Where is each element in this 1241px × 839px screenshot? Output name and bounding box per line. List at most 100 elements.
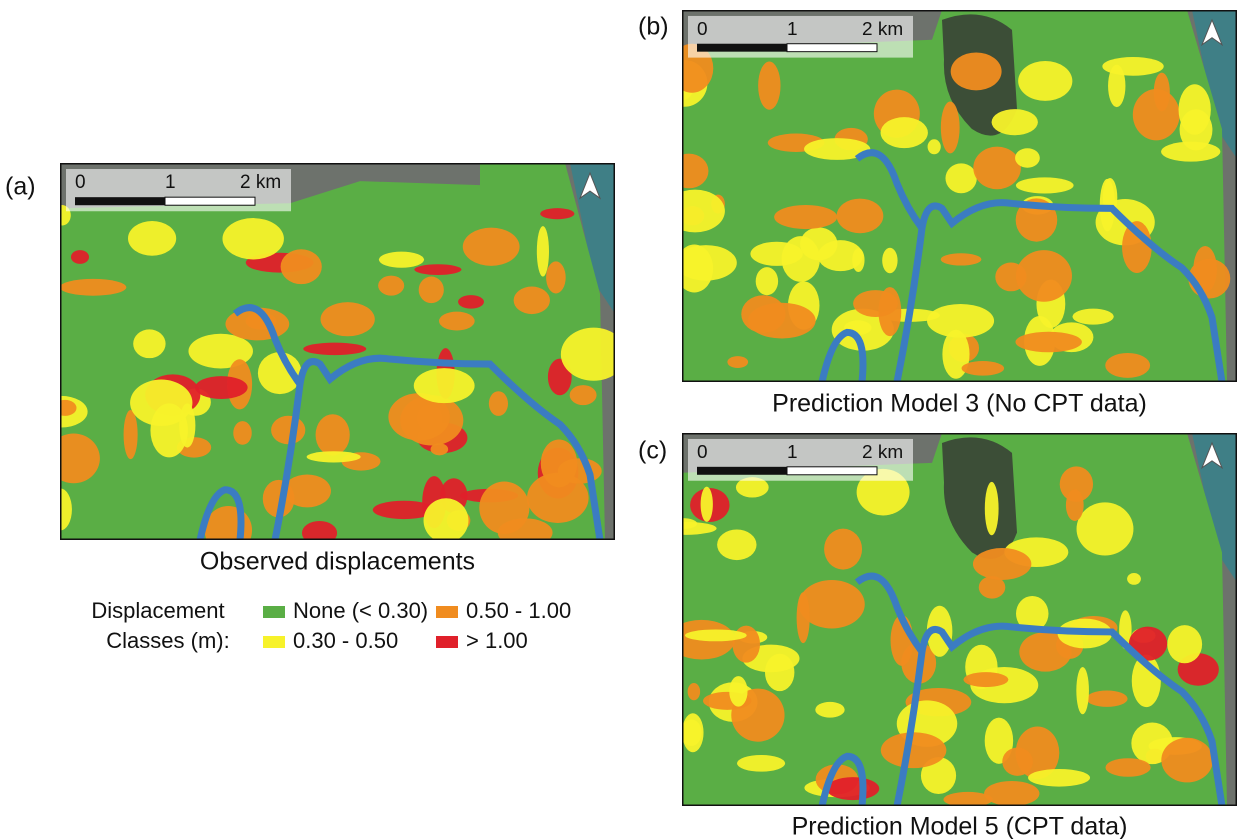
scale-bar-white: [165, 197, 255, 205]
scale-bar-label: 0: [697, 442, 708, 463]
scale-bar-white: [787, 467, 877, 475]
displacement-patch: [463, 228, 520, 266]
displacement-patch: [685, 629, 747, 641]
displacement-patch: [665, 190, 725, 233]
legend-title: Displacement: [91, 598, 224, 623]
displacement-patch: [963, 672, 1008, 687]
displacement-patch: [941, 102, 960, 154]
displacement-patch: [195, 376, 247, 399]
displacement-patch: [558, 458, 602, 483]
displacement-patch: [1105, 758, 1150, 777]
scale-bar-black: [75, 197, 165, 205]
legend-title: Classes (m):: [106, 628, 229, 653]
legend-swatch: [436, 636, 458, 648]
legend-label: 0.50 - 1.00: [466, 598, 571, 623]
legend-label: None (< 0.30): [293, 598, 428, 623]
displacement-patch: [962, 361, 1005, 376]
displacement-patch: [1161, 738, 1213, 783]
scale-bar-label: 2 km: [862, 442, 903, 463]
legend-swatch: [263, 606, 285, 618]
displacement-patch: [414, 264, 461, 275]
panel-label: (b): [638, 13, 669, 41]
displacement-patch: [1108, 65, 1125, 108]
displacement-patch: [852, 248, 864, 272]
displacement-patch: [758, 62, 780, 110]
displacement-patch: [688, 683, 700, 700]
displacement-patch: [992, 109, 1038, 135]
displacement-patch: [837, 199, 884, 234]
displacement-patch: [1028, 769, 1090, 787]
displacement-patch: [1077, 502, 1134, 555]
displacement-patch: [675, 245, 713, 293]
displacement-patch: [670, 154, 709, 189]
displacement-patch: [774, 205, 837, 229]
displacement-patch: [826, 777, 879, 800]
map-panel: 0 1 2 km: [34, 163, 626, 555]
displacement-patch: [60, 279, 127, 296]
displacement-patch: [941, 253, 982, 265]
displacement-patch: [439, 312, 475, 331]
scale-bar-black: [697, 467, 787, 475]
scale-bar-white: [787, 44, 877, 52]
displacement-patch: [321, 302, 375, 336]
displacement-patch: [1018, 61, 1072, 101]
displacement-patch: [681, 719, 702, 746]
displacement-patch: [124, 410, 138, 459]
panel-label: (a): [5, 173, 36, 201]
displacement-patch: [853, 290, 898, 317]
scale-bar-label: 0: [75, 172, 86, 193]
displacement-patch: [233, 421, 251, 445]
panel-caption: Observed displacements: [200, 548, 475, 576]
scale-bar-label: 1: [165, 172, 176, 193]
displacement-patch: [741, 295, 785, 333]
figure-canvas: 0 1 2 km (a) Observed displacements 0 1 2 km (b)…: [0, 0, 1241, 839]
panel-caption: Prediction Model 5 (CPT data): [792, 813, 1128, 839]
legend-label: > 1.00: [466, 628, 528, 653]
displacement-patch: [130, 380, 192, 426]
displacement-patch: [882, 248, 897, 273]
displacement-patch: [378, 276, 404, 296]
panel-caption: Prediction Model 3 (No CPT data): [772, 390, 1147, 418]
displacement-patch: [1073, 309, 1114, 325]
displacement-patch: [1076, 667, 1089, 714]
displacement-patch: [951, 52, 1002, 90]
displacement-patch: [1066, 489, 1084, 521]
displacement-patch: [316, 414, 350, 455]
displacement-patch: [47, 434, 100, 484]
displacement-patch: [1015, 148, 1040, 168]
displacement-patch: [1179, 84, 1211, 134]
displacement-patch: [750, 242, 802, 266]
displacement-patch: [729, 676, 747, 707]
displacement-patch: [1016, 177, 1074, 193]
displacement-patch: [489, 391, 508, 416]
legend-label: 0.30 - 0.50: [293, 628, 398, 653]
displacement-patch: [1016, 250, 1072, 302]
figure: 0 1 2 km (a) Observed displacements 0 1 2 km (b)…: [0, 0, 1241, 839]
scale-bar-label: 1: [787, 19, 798, 40]
displacement-patch: [1133, 89, 1180, 140]
displacement-patch: [797, 592, 810, 643]
displacement-patch: [546, 261, 566, 293]
displacement-patch: [727, 356, 748, 368]
displacement-patch: [928, 139, 941, 154]
displacement-patch: [756, 267, 778, 295]
displacement-patch: [281, 249, 322, 284]
scale-bar-label: 2 km: [862, 19, 903, 40]
displacement-patch: [414, 368, 475, 403]
displacement-patch: [815, 702, 844, 718]
scale-bar-label: 2 km: [240, 172, 281, 193]
displacement-patch: [1127, 573, 1141, 585]
displacement-patch: [701, 487, 713, 522]
displacement-patch: [824, 529, 862, 570]
displacement-patch: [945, 163, 976, 193]
displacement-patch: [479, 482, 529, 534]
displacement-patch: [1105, 353, 1150, 378]
displacement-patch: [717, 529, 756, 560]
legend-swatch: [436, 606, 458, 618]
panel-label: (c): [638, 437, 667, 465]
displacement-patch: [985, 482, 999, 535]
displacement-patch: [540, 208, 574, 219]
displacement-patch: [71, 250, 89, 264]
displacement-patch: [561, 328, 627, 381]
